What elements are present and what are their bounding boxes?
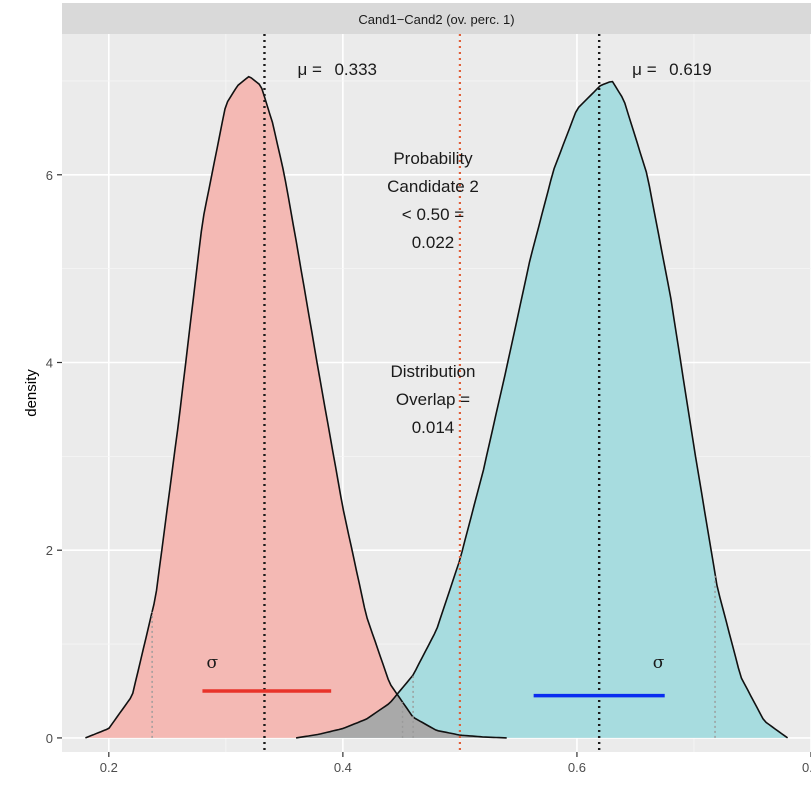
overlap-annotation-line: Overlap = (396, 390, 470, 409)
y-axis-title: density (23, 369, 40, 417)
x-tick-label: 0.2 (100, 760, 118, 775)
annotations: μ = 0.333 μ = 0.619 σ σ Probability Candidate 2… (206, 60, 711, 673)
density-area-candidate-2 (296, 81, 788, 738)
chart-marks (85, 34, 789, 752)
mean-label-prefix-1: μ = (297, 60, 322, 79)
mean-label-value-1: 0.333 (334, 60, 377, 79)
mean-label-value-2: 0.619 (669, 60, 712, 79)
sigma-label-candidate-2: σ (653, 653, 665, 673)
x-tick-label: 0.6 (568, 760, 586, 775)
x-tick-label: 0.8 (802, 760, 811, 775)
probability-annotation-line: < 0.50 = (402, 205, 464, 224)
overlap-annotation-line: 0.014 (412, 418, 455, 437)
sigma-label-candidate-1: σ (206, 653, 218, 673)
overlap-annotation-line: Distribution (390, 362, 475, 381)
density-curve-candidate-2 (295, 80, 789, 739)
probability-annotation-line: Probability (393, 149, 473, 168)
mean-label-prefix-2: μ = (632, 60, 657, 79)
y-tick-label: 0 (46, 731, 53, 746)
strip-background (62, 3, 811, 34)
y-tick-label: 4 (46, 355, 53, 370)
x-tick-label: 0.4 (334, 760, 352, 775)
y-tick-label: 2 (46, 543, 53, 558)
probability-annotation-line: Candidate 2 (387, 177, 479, 196)
axes: 0.2 0.4 0.6 0.8 0 2 4 6 (46, 168, 811, 775)
density-curve-candidate-1 (85, 75, 507, 739)
density-area-candidate-1 (85, 76, 507, 738)
panel-title: Cand1−Cand2 (ov. perc. 1) (358, 12, 514, 27)
strip: Cand1−Cand2 (ov. perc. 1) (62, 3, 811, 34)
probability-annotation-line: 0.022 (412, 233, 455, 252)
y-tick-label: 6 (46, 168, 53, 183)
overlap-area (296, 695, 507, 738)
